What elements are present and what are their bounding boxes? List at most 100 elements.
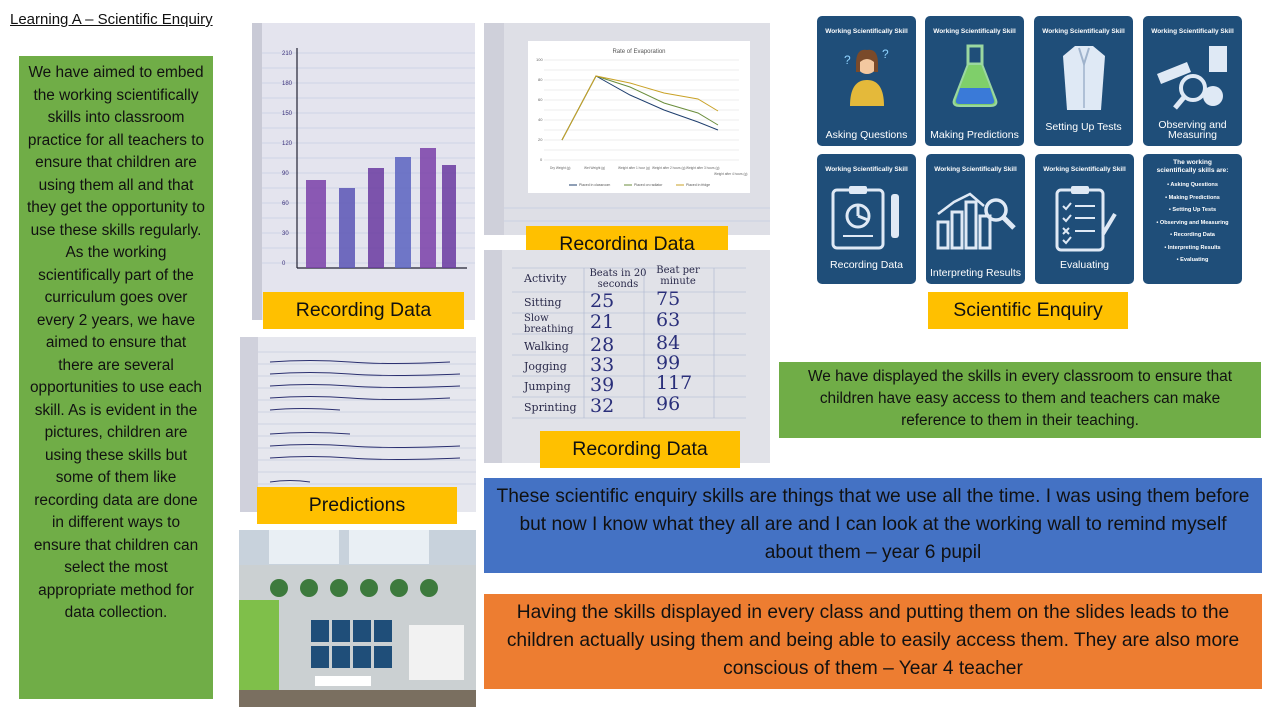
x-tick: Dry Weight (g) <box>550 166 571 170</box>
classroom-wall-drawing <box>239 530 476 707</box>
card-label: Recording Data <box>830 259 903 271</box>
bar-chart-icon <box>936 192 1016 250</box>
table-cell: Sprinting <box>524 401 577 414</box>
pupil-quote-box: These scientific enquiry skills are thin… <box>484 478 1262 573</box>
table-cell: Jogging <box>524 360 567 373</box>
table-cell: Sitting <box>524 296 562 309</box>
recording-data-label-1: Recording Data <box>263 292 464 329</box>
predictions-label: Predictions <box>257 487 457 524</box>
card-header: Working Scientifically Skill <box>1043 166 1126 173</box>
table-cell: 33 <box>590 354 615 376</box>
line-chart-photo: Rate of Evaporation 100 80 60 40 20 0 Dr… <box>484 23 770 235</box>
checklist-icon <box>1055 186 1117 252</box>
table-cell: 39 <box>590 374 615 396</box>
page-title: Learning A – Scientific Enquiry <box>10 11 213 28</box>
table-photo: Activity Beats in 20 seconds Beat per mi… <box>484 250 770 463</box>
y-tick: 80 <box>538 77 543 82</box>
svg-text:30: 30 <box>282 231 289 237</box>
card-label: Evaluating <box>1059 259 1110 271</box>
card-header: Working Scientifically Skill <box>1042 28 1125 35</box>
skill-card-making-predictions: Working Scientifically Skill Making Pred… <box>925 16 1024 146</box>
y-tick: 0 <box>540 157 543 162</box>
magnifier-icon <box>1157 46 1227 110</box>
card-label: Making Predictions <box>930 129 1019 141</box>
svg-text:120: 120 <box>282 141 293 147</box>
card-label: Asking Questions <box>825 129 908 141</box>
y-tick: 40 <box>538 117 543 122</box>
table-cell: 25 <box>590 290 615 312</box>
table-cell: 96 <box>656 393 681 415</box>
card-header: Working Scientifically Skill <box>825 166 908 173</box>
table-cell: 28 <box>590 334 615 356</box>
scientific-enquiry-label: Scientific Enquiry <box>928 292 1128 329</box>
x-tick: Weight after 1 hour (g) <box>618 166 650 170</box>
recording-data-label-3: Recording Data <box>540 431 740 468</box>
person-question-icon: ? ? <box>844 47 889 106</box>
card-header: Working Scientifically Skill <box>825 28 908 35</box>
card-label: Interpreting Results <box>929 267 1022 279</box>
predictions-photo <box>240 337 476 512</box>
display-text-box: We have displayed the skills in every cl… <box>779 362 1261 438</box>
svg-text:90: 90 <box>282 171 289 177</box>
recording-data-label-2: Recording Data <box>526 226 728 263</box>
skills-list-item: • Setting Up Tests <box>1168 207 1217 213</box>
y-tick: 100 <box>536 57 543 62</box>
skill-card-recording-data: Working Scientifically Skill Recording D… <box>817 154 916 284</box>
x-tick: Weight after 2 hours (g) <box>652 166 685 170</box>
skill-card-evaluating: Working Scientifically Skill Evaluating <box>1035 154 1134 284</box>
svg-text:60: 60 <box>282 201 289 207</box>
legend-entry: Placed in fridge <box>686 183 710 187</box>
card-label: Setting Up Tests <box>1045 121 1122 133</box>
card-header: Working Scientifically Skill <box>1151 28 1234 35</box>
x-tick: Weight after 3 hours (g) <box>686 166 719 170</box>
skill-card-asking-questions: Working Scientifically Skill ? ? Asking … <box>817 16 916 146</box>
skill-card-interpreting-results: Working Scientifically Skill Interpretin… <box>926 154 1025 284</box>
svg-text:?: ? <box>844 53 851 67</box>
table-cell: Slow breathing <box>524 313 574 335</box>
skills-list-item: • Observing and Measuring <box>1156 219 1229 226</box>
table-cell: 32 <box>590 395 615 417</box>
clipboard-pie-icon <box>831 186 899 250</box>
legend-entry: Placed on radiator <box>634 183 663 187</box>
table-cell: 99 <box>656 352 681 374</box>
table-header-beats: Beats in 20 seconds <box>589 268 647 290</box>
x-tick: Wet Weight (g) <box>584 166 605 170</box>
table-cell: 63 <box>656 309 681 331</box>
y-tick: 20 <box>538 137 543 142</box>
teacher-quote-box: Having the skills displayed in every cla… <box>484 594 1262 689</box>
flask-icon <box>952 44 998 107</box>
classroom-wall-photo <box>239 530 476 707</box>
table-header-activity: Activity <box>524 272 567 285</box>
card-header: Working Scientifically Skill <box>934 166 1017 173</box>
skills-list-item: • Making Predictions <box>1165 194 1220 201</box>
line-chart-drawing: Rate of Evaporation 100 80 60 40 20 0 Dr… <box>484 23 770 235</box>
table-cell: 117 <box>656 372 693 394</box>
skills-list-card: The working scientifically skills are: •… <box>1143 154 1242 284</box>
lab-coat-icon <box>1063 46 1105 110</box>
svg-text:0: 0 <box>282 261 286 267</box>
skills-list-item: • Asking Questions <box>1167 182 1218 188</box>
table-cell: Walking <box>524 340 569 353</box>
skills-list-item: • Interpreting Results <box>1164 244 1221 251</box>
table-paper <box>484 250 770 463</box>
table-cell: 84 <box>656 332 681 354</box>
skills-list-heading: The working scientifically skills are: <box>1156 159 1229 174</box>
x-tick: Weight after 4 hours (g) <box>714 172 747 176</box>
svg-text:210: 210 <box>282 51 293 57</box>
predictions-paper <box>240 337 476 512</box>
table-cell: 75 <box>656 288 681 310</box>
skill-card-setting-up-tests: Working Scientifically Skill Setting Up … <box>1034 16 1133 146</box>
skill-card-observing-measuring: Working Scientifically Skill Observing a… <box>1143 16 1242 146</box>
svg-text:?: ? <box>882 47 889 61</box>
table-header-bpm: Beat per minute <box>656 265 700 287</box>
legend-entry: Placed in classroom <box>579 183 610 187</box>
y-tick: 60 <box>538 97 543 102</box>
skills-list-item: • Evaluating <box>1176 257 1209 263</box>
bar-chart-drawing: 210 180 150 120 90 60 30 0 <box>252 23 475 320</box>
intro-text-box: We have aimed to embed the working scien… <box>19 56 213 699</box>
table-cell: 21 <box>590 311 615 333</box>
line-chart-title: Rate of Evaporation <box>612 49 665 55</box>
card-label: Observing and Measuring <box>1158 119 1227 141</box>
svg-text:180: 180 <box>282 81 293 87</box>
table-cell: Jumping <box>524 380 571 393</box>
